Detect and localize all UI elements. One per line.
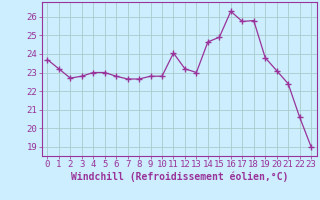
X-axis label: Windchill (Refroidissement éolien,°C): Windchill (Refroidissement éolien,°C) bbox=[70, 172, 288, 182]
